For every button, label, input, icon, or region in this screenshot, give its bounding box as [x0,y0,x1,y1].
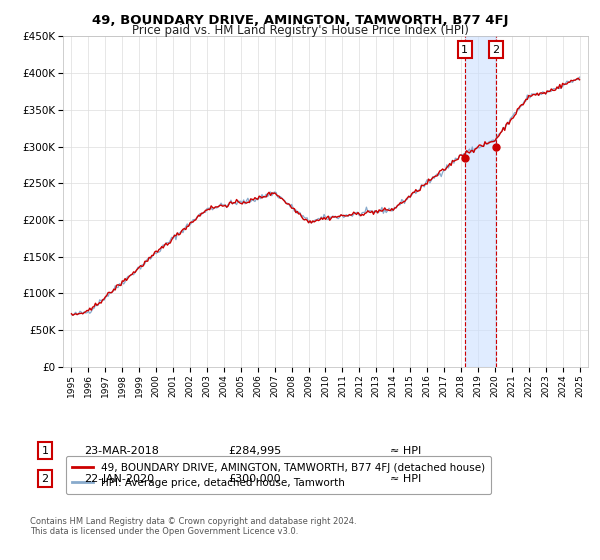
Text: Contains HM Land Registry data © Crown copyright and database right 2024.: Contains HM Land Registry data © Crown c… [30,517,356,526]
Text: 22-JAN-2020: 22-JAN-2020 [84,474,154,484]
Text: 1: 1 [461,45,468,55]
Text: 2: 2 [41,474,49,484]
Legend: 49, BOUNDARY DRIVE, AMINGTON, TAMWORTH, B77 4FJ (detached house), HPI: Average p: 49, BOUNDARY DRIVE, AMINGTON, TAMWORTH, … [65,456,491,494]
Text: 1: 1 [41,446,49,456]
Text: ≈ HPI: ≈ HPI [390,446,421,456]
Text: Price paid vs. HM Land Registry's House Price Index (HPI): Price paid vs. HM Land Registry's House … [131,24,469,37]
Text: £300,000: £300,000 [228,474,281,484]
Text: 23-MAR-2018: 23-MAR-2018 [84,446,159,456]
Bar [465,36,496,367]
Text: 49, BOUNDARY DRIVE, AMINGTON, TAMWORTH, B77 4FJ: 49, BOUNDARY DRIVE, AMINGTON, TAMWORTH, … [92,14,508,27]
Text: ≈ HPI: ≈ HPI [390,474,421,484]
Text: 2: 2 [493,45,499,55]
Text: £284,995: £284,995 [228,446,281,456]
Text: This data is licensed under the Open Government Licence v3.0.: This data is licensed under the Open Gov… [30,528,298,536]
